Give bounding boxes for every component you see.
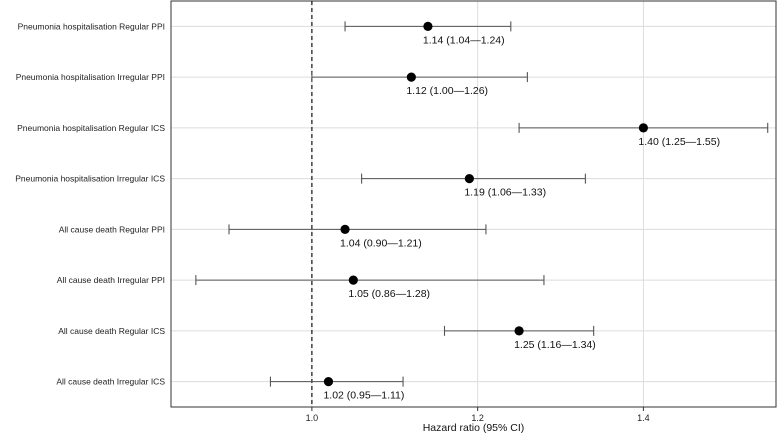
estimate-label: 1.04 (0.90—1.21) [340, 237, 422, 249]
category-labels: Pneumonia hospitalisation Regular PPI Pne… [15, 21, 165, 386]
estimate-label: 1.05 (0.86—1.28) [348, 288, 430, 300]
forest-row: 1.40 (1.25—1.55) [518, 122, 769, 148]
point-estimate [638, 123, 648, 133]
row-label: Pneumonia hospitalisation Irregular PPI [16, 72, 165, 82]
forest-row: 1.14 (1.04—1.24) [344, 21, 512, 46]
forest-row: 1.04 (0.90—1.21) [228, 224, 487, 249]
forest-row: 1.05 (0.86—1.28) [195, 275, 545, 300]
estimate-label: 1.12 (1.00—1.26) [406, 85, 488, 97]
x-axis-title: Hazard ratio (95% CI) [423, 422, 525, 433]
row-label: All cause death Irregular PPI [57, 275, 165, 285]
point-estimate [323, 377, 334, 387]
forest-row: 1.25 (1.16—1.34) [443, 325, 596, 351]
x-tick-label: 1.4 [637, 413, 650, 423]
grid-lines [171, 1, 776, 407]
x-axis-ticks: 1.0 1.2 1.4 [306, 407, 650, 423]
point-estimate [514, 326, 524, 336]
row-label: All cause death Irregular ICS [56, 377, 165, 387]
x-tick-label: 1.2 [471, 413, 484, 423]
x-tick-label: 1.0 [306, 413, 319, 423]
point-estimate [423, 21, 433, 31]
estimate-label: 1.25 (1.16—1.34) [514, 339, 596, 351]
row-label: All cause death Regular ICS [58, 326, 165, 336]
forest-rows: 1.14 (1.04—1.24) 1.12 (1.00—1.26) 1.40 (1.… [195, 21, 769, 402]
row-label: Pneumonia hospitalisation Regular PPI [18, 21, 165, 31]
estimate-label: 1.19 (1.06—1.33) [464, 187, 546, 199]
forest-row: 1.02 (0.95—1.11) [269, 376, 404, 402]
plot-panel-border [170, 0, 777, 408]
forest-row: 1.19 (1.06—1.33) [361, 173, 586, 199]
forest-row: 1.12 (1.00—1.26) [311, 72, 528, 97]
row-label: Pneumonia hospitalisation Regular ICS [17, 123, 165, 133]
point-estimate [348, 275, 358, 285]
row-label: All cause death Regular PPI [59, 224, 165, 234]
estimate-label: 1.02 (0.95—1.11) [323, 390, 404, 402]
point-estimate [406, 72, 416, 82]
row-label: Pneumonia hospitalisation Irregular ICS [15, 174, 165, 184]
point-estimate [464, 174, 474, 184]
estimate-label: 1.14 (1.04—1.24) [423, 34, 505, 46]
point-estimate [340, 224, 350, 234]
estimate-label: 1.40 (1.25—1.55) [638, 136, 720, 148]
